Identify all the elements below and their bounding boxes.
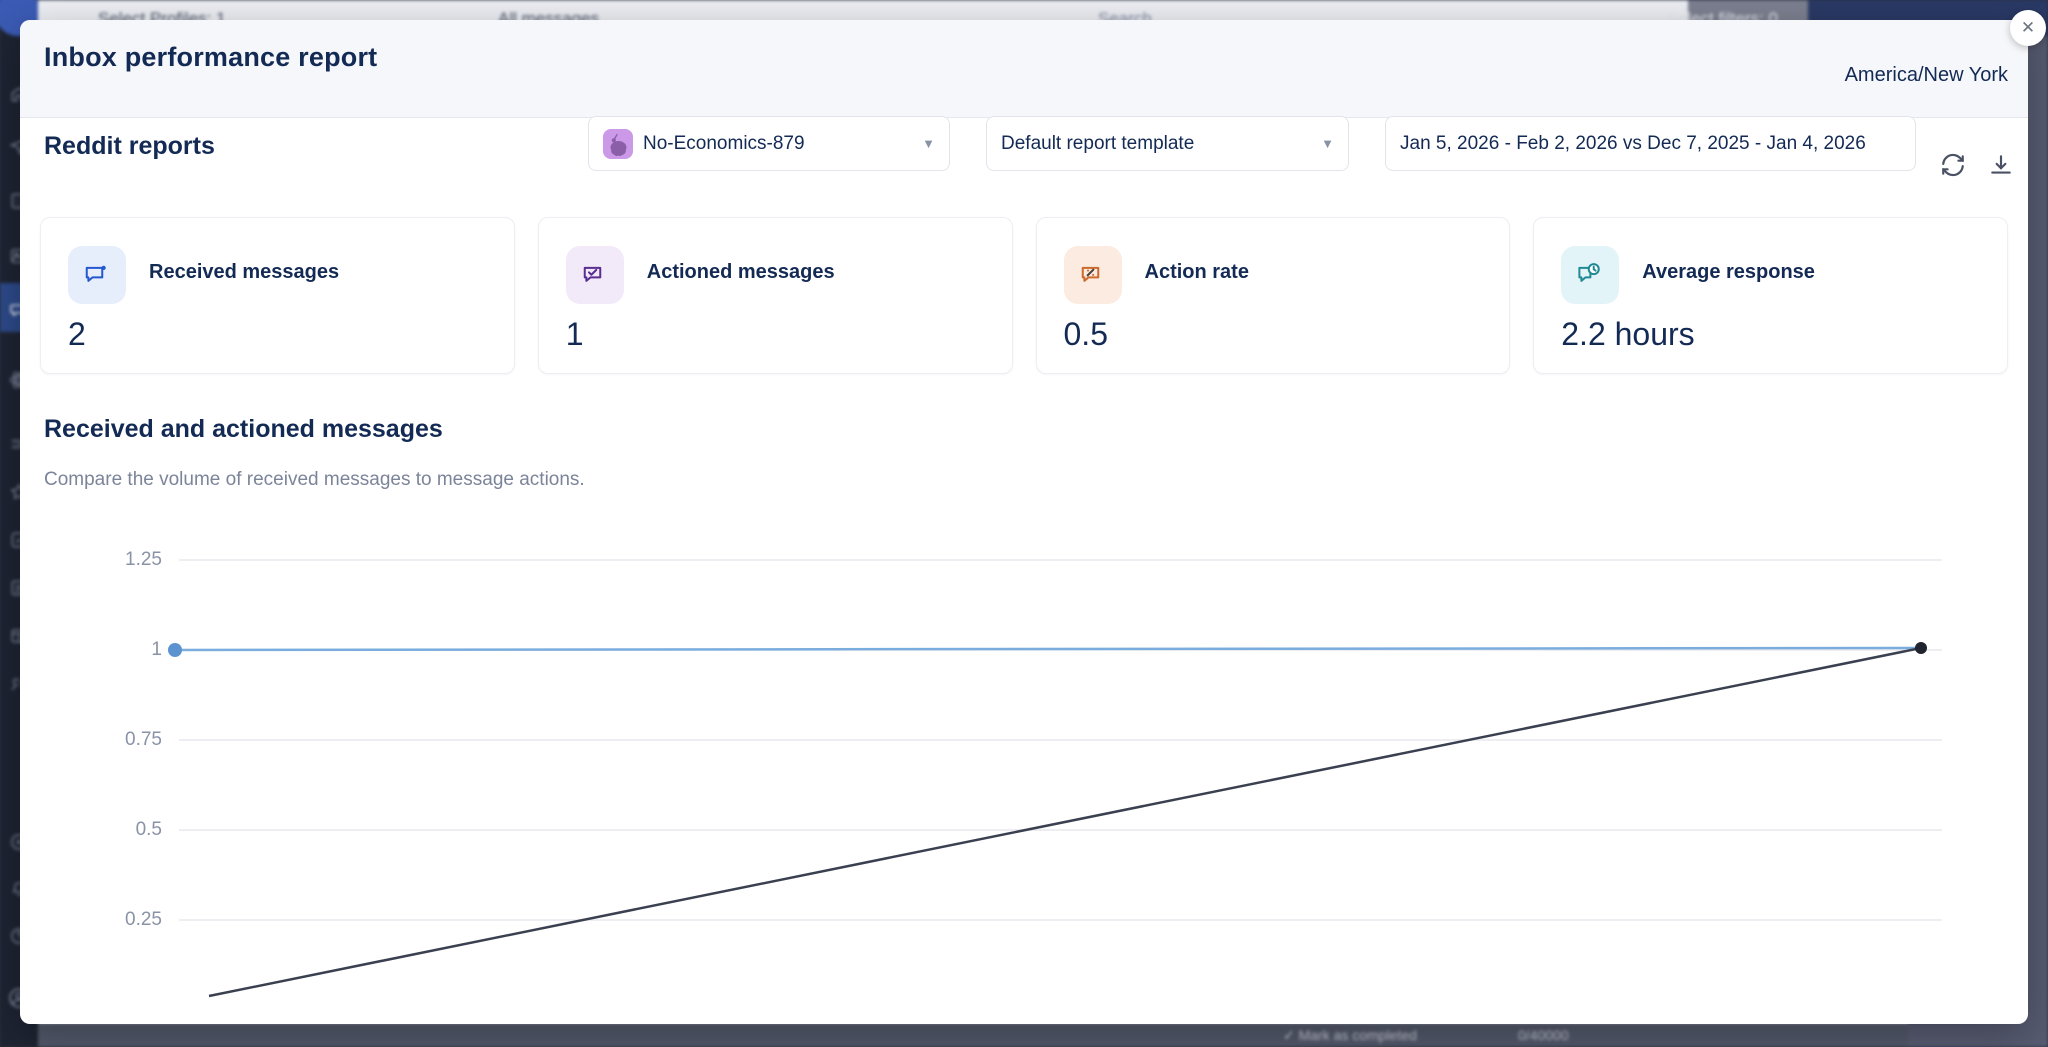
svg-text:0.5: 0.5: [136, 819, 162, 840]
svg-text:0.75: 0.75: [125, 729, 162, 750]
svg-text:0.25: 0.25: [125, 909, 162, 930]
svg-text:1: 1: [151, 639, 162, 660]
svg-text:1.25: 1.25: [125, 549, 162, 570]
